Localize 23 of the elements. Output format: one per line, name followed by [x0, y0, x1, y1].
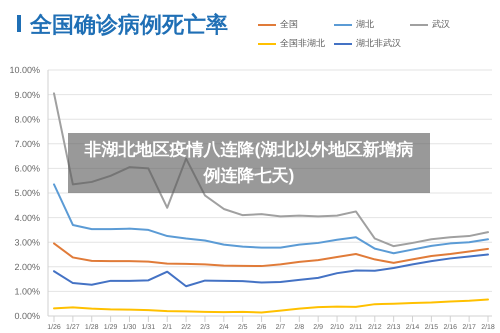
legend-label: 全国非湖北: [280, 37, 325, 50]
y-tick-label: 6.00%: [14, 164, 40, 174]
y-tick-label: 10.00%: [9, 65, 40, 76]
y-tick-label: 2.00%: [14, 262, 40, 272]
chart-title: 全国确诊病例死亡率: [30, 11, 228, 39]
y-tick-label: 5.00%: [14, 188, 40, 198]
legend-label: 武汉: [432, 18, 450, 31]
legend-label: 全国: [280, 18, 298, 31]
line-series: [53, 254, 489, 288]
y-tick-label: 4.00%: [14, 212, 40, 223]
line-series: [53, 298, 489, 314]
line-series: [53, 183, 489, 254]
y-tick-label: 3.00%: [14, 237, 40, 248]
y-tick-label: 1.00%: [14, 286, 40, 297]
y-tick-label: 0.00%: [14, 311, 40, 322]
y-tick-label: 8.00%: [14, 114, 40, 124]
line-series: [53, 92, 489, 248]
legend-label: 湖北非武汉: [356, 37, 401, 50]
annotation: 非湖北地区疫情八连降(湖北以外地区新增病例连降七天): [84, 139, 414, 187]
y-tick-label: 7.00%: [14, 138, 40, 149]
legend-label: 湖北: [356, 18, 374, 31]
y-tick-label: 9.00%: [14, 90, 40, 100]
line-series: [53, 242, 489, 268]
